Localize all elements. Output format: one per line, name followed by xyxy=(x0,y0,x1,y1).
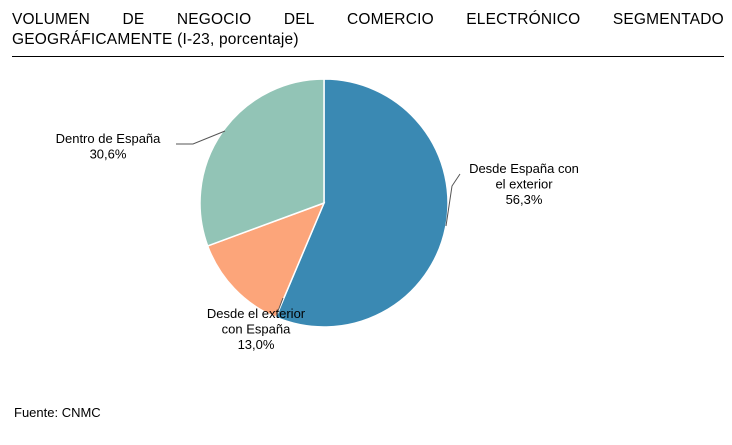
pie-slice xyxy=(274,78,449,328)
chart-title: VOLUMEN DE NEGOCIO DEL COMERCIO ELECTRÓN… xyxy=(12,10,724,50)
title-line-1: VOLUMEN DE NEGOCIO DEL COMERCIO ELECTRÓN… xyxy=(12,10,724,30)
title-word: COMERCIO xyxy=(347,11,434,28)
title-word: NEGOCIO xyxy=(176,11,252,28)
slice-value-label: 56,3% xyxy=(506,192,543,207)
slice-value-label: 30,6% xyxy=(90,147,127,162)
leader-lines xyxy=(176,130,461,312)
title-word: DEL xyxy=(283,11,315,28)
title-line-2: GEOGRÁFICAMENTE (I-23, porcentaje) xyxy=(12,31,299,48)
slice-category-label: Dentro de España xyxy=(56,131,162,146)
source-note: Fuente: CNMC xyxy=(14,405,101,420)
title-word: VOLUMEN xyxy=(12,11,91,28)
slice-category-label: Desde España con xyxy=(469,161,579,176)
slice-value-label: 13,0% xyxy=(238,337,275,352)
title-underline xyxy=(12,56,724,57)
pie-slices xyxy=(199,78,449,328)
title-word: DE xyxy=(122,11,145,28)
title-word: ELECTRÓNICO xyxy=(466,11,581,28)
slice-category-label: con España xyxy=(222,322,291,337)
slice-category-label: el exterior xyxy=(495,177,553,192)
leader-line xyxy=(176,130,226,145)
pie-slice xyxy=(206,201,326,319)
title-word: SEGMENTADO xyxy=(612,11,724,28)
leader-line xyxy=(445,173,461,227)
leader-line xyxy=(277,297,284,312)
slice-category-label: Desde el exterior xyxy=(207,306,306,321)
